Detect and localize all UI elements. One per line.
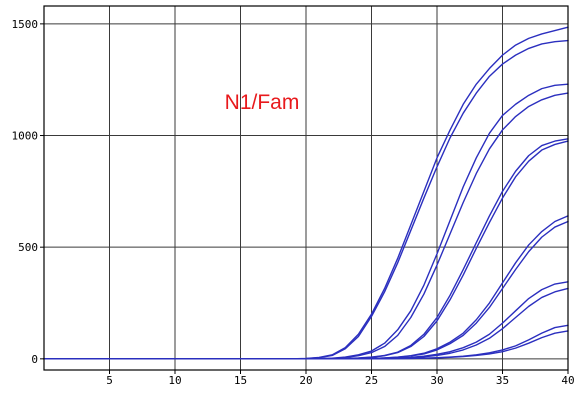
x-tick-label: 40 (561, 374, 574, 387)
x-tick-label: 5 (106, 374, 113, 387)
x-tick-label: 35 (496, 374, 509, 387)
grid-layer (44, 6, 568, 370)
x-tick-label: 20 (299, 374, 312, 387)
y-tick-label: 1000 (12, 130, 39, 143)
series-line-12 (43, 330, 569, 360)
x-tick-label: 30 (430, 374, 443, 387)
y-tick-label: 0 (31, 353, 38, 366)
y-tick-label: 500 (18, 241, 38, 254)
label-layer: 5 10 15 20 25 30 35 40 0 500 1000 1500 (12, 18, 575, 387)
series-layer (43, 26, 569, 360)
chart-annotation: N1/Fam (225, 91, 300, 114)
x-tick-label: 10 (168, 374, 181, 387)
x-tick-label: 25 (365, 374, 378, 387)
x-tick-label: 15 (234, 374, 247, 387)
y-tick-label: 1500 (12, 18, 39, 31)
axis-layer (40, 5, 569, 374)
